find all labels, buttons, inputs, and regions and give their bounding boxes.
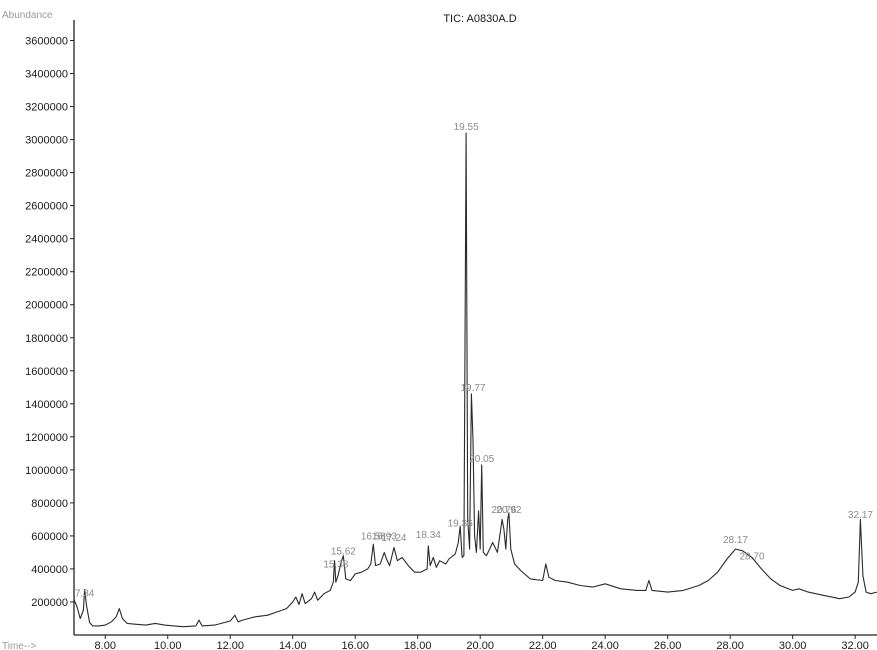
- x-tick-label: 10.00: [154, 640, 182, 650]
- peak-label: 18.34: [416, 530, 441, 541]
- y-tick-label: 600000: [31, 531, 68, 543]
- peak-label: 20.05: [469, 454, 494, 465]
- y-tick-label: 3200000: [25, 102, 68, 114]
- y-tick-label: 3600000: [25, 36, 68, 48]
- chart-title: TIC: A0830A.D: [443, 13, 516, 25]
- y-tick-label: 200000: [31, 597, 68, 609]
- peak-label: 28.70: [740, 551, 765, 562]
- y-tick-label: 1800000: [25, 333, 68, 345]
- peak-label: 15.38: [323, 560, 348, 571]
- peak-label: 7.34: [75, 588, 95, 599]
- x-tick-label: 32.00: [841, 640, 869, 650]
- x-tick-label: 14.00: [279, 640, 307, 650]
- x-tick-label: 16.00: [341, 640, 369, 650]
- y-tick-label: 2600000: [25, 201, 68, 213]
- peak-label: 19.55: [454, 122, 479, 133]
- peak-label: 16.93: [372, 532, 397, 543]
- peak-label: 17.24: [381, 533, 406, 544]
- peak-label: 28.17: [723, 535, 748, 546]
- peak-label: 19.77: [460, 383, 485, 394]
- y-tick-label: 2400000: [25, 234, 68, 246]
- y-axis-title: Abundance: [2, 10, 53, 21]
- x-tick-label: 18.00: [404, 640, 432, 650]
- x-tick-label: 26.00: [654, 640, 682, 650]
- x-tick-label: 8.00: [95, 640, 116, 650]
- y-tick-label: 3000000: [25, 135, 68, 147]
- x-tick-label: 12.00: [216, 640, 244, 650]
- y-tick-label: 800000: [31, 498, 68, 510]
- x-tick-label: 30.00: [779, 640, 807, 650]
- peak-label: 20.92: [496, 505, 521, 516]
- x-tick-label: 24.00: [591, 640, 619, 650]
- y-tick-label: 3400000: [25, 69, 68, 81]
- y-tick-label: 1600000: [25, 366, 68, 378]
- x-axis-ticks: 8.00 10.00 12.00 14.00 16.00 18.00 20.00 22.00 2…: [95, 635, 869, 650]
- y-tick-label: 1000000: [25, 465, 68, 477]
- y-tick-label: 2000000: [25, 300, 68, 312]
- y-tick-label: 2200000: [25, 267, 68, 279]
- x-tick-label: 20.00: [466, 640, 494, 650]
- tic-trace: [73, 132, 877, 628]
- x-tick-label: 22.00: [529, 640, 557, 650]
- y-axis-ticks: 200000 400000 600000 800000 1000000 1200000 14…: [25, 36, 74, 609]
- peak-label: 19.36: [448, 518, 473, 529]
- x-axis-title: Time-->: [2, 641, 37, 650]
- y-tick-label: 400000: [31, 564, 68, 576]
- y-tick-label: 2800000: [25, 168, 68, 180]
- peak-label: 16.58: [361, 532, 386, 543]
- y-tick-label: 1200000: [25, 432, 68, 444]
- x-tick-label: 28.00: [716, 640, 744, 650]
- peak-label: 20.76: [491, 505, 516, 516]
- peak-label: 32.17: [848, 510, 873, 521]
- peak-label: 15.62: [331, 546, 356, 557]
- y-tick-label: 1400000: [25, 399, 68, 411]
